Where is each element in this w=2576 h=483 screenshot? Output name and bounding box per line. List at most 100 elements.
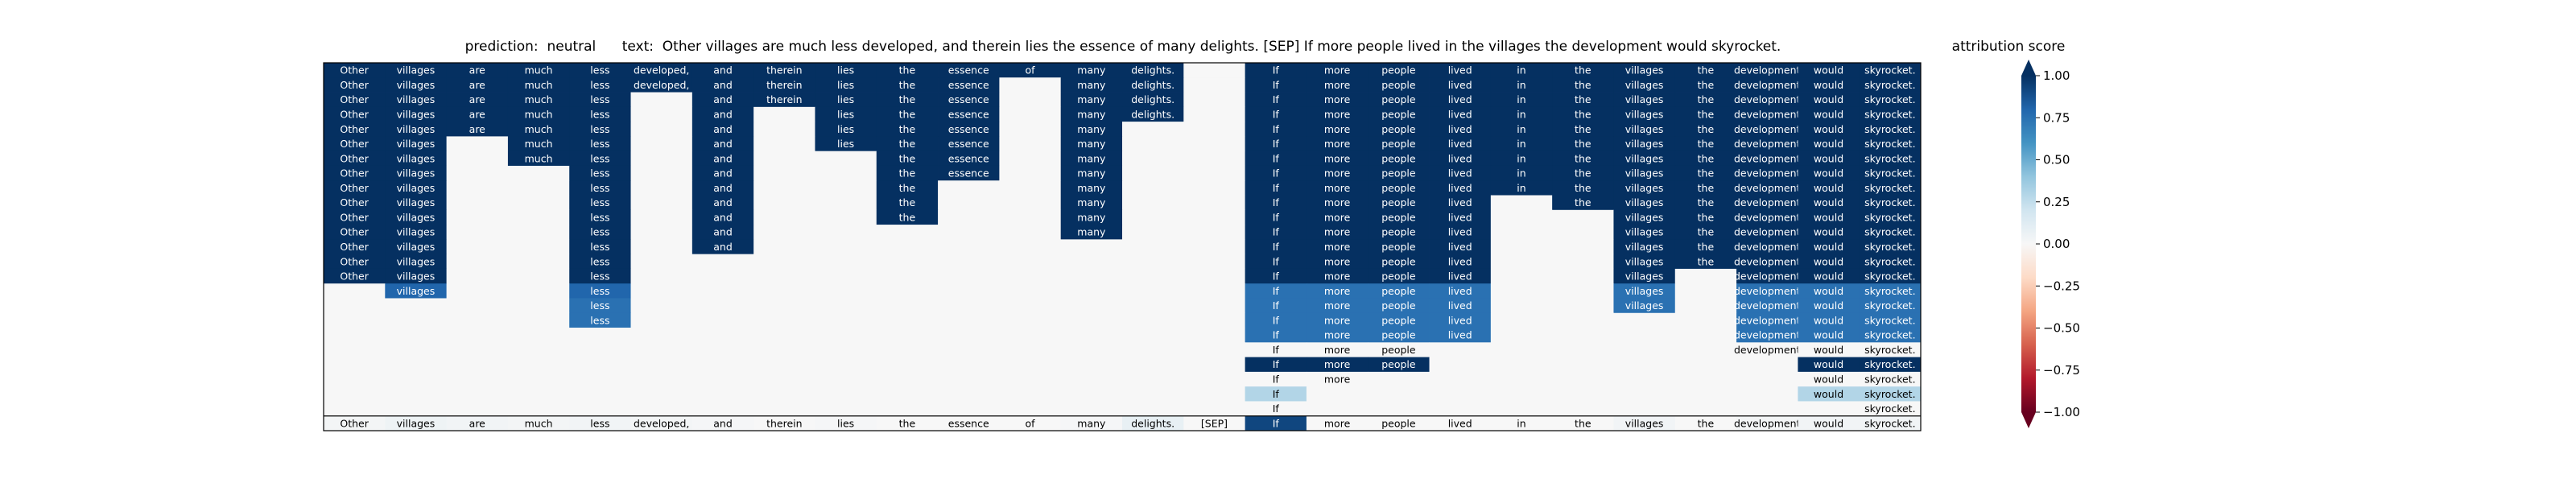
heatmap-cell: [691, 77, 754, 93]
heatmap-cell: [1552, 63, 1614, 78]
heatmap-empty-cell: [938, 298, 1000, 314]
heatmap-cell: [1859, 77, 1922, 93]
token-label: the: [1698, 241, 1715, 253]
heatmap-cell: [1490, 122, 1553, 137]
colorbar-tick-label: 0.50: [2043, 153, 2070, 167]
heatmap-empty-cell: [753, 283, 815, 299]
token-label: more: [1324, 358, 1351, 370]
heatmap-cell: [1859, 254, 1922, 270]
token-label: If: [1273, 211, 1280, 223]
heatmap-empty-cell: [999, 195, 1062, 211]
heatmap-cell: [691, 239, 754, 255]
heatmap-cell: [630, 77, 693, 93]
heatmap-empty-cell: [999, 92, 1062, 108]
heatmap-cell: [324, 63, 386, 78]
attribution-cell: [1245, 415, 1307, 431]
heatmap-cell: [1490, 77, 1553, 93]
token-label: development: [1734, 138, 1801, 150]
heatmap-empty-cell: [630, 92, 693, 108]
token-label: and: [713, 196, 733, 208]
token-label: many: [1077, 93, 1106, 105]
heatmap-cell: [815, 92, 877, 108]
heatmap-cell: [1736, 63, 1798, 78]
heatmap-empty-cell: [938, 371, 1000, 387]
heatmap-cell: [691, 106, 754, 122]
heatmap-empty-cell: [1552, 401, 1614, 417]
heatmap-cell: [815, 77, 877, 93]
attribution-cell: [1368, 415, 1430, 431]
token-label: and: [713, 108, 733, 120]
heatmap-cell: [1368, 283, 1430, 299]
heatmap-empty-cell: [999, 357, 1062, 373]
heatmap-empty-cell: [569, 371, 631, 387]
heatmap-empty-cell: [876, 312, 939, 328]
heatmap-cell: [1368, 195, 1430, 211]
heatmap-cell: [1306, 77, 1368, 93]
token-label: much: [525, 64, 553, 76]
heatmap-cell: [1429, 136, 1492, 152]
heatmap-empty-cell: [999, 312, 1062, 328]
token-label: villages: [397, 138, 436, 150]
heatmap-empty-cell: [1490, 225, 1553, 240]
heatmap-empty-cell: [446, 268, 509, 284]
heatmap-empty-cell: [630, 283, 693, 299]
heatmap-cell: [1859, 386, 1922, 402]
heatmap-cell: [815, 136, 877, 152]
heatmap-empty-cell: [1490, 283, 1553, 299]
heatmap-cell: [1859, 239, 1922, 255]
heatmap-cell: [1736, 312, 1798, 328]
heatmap-empty-cell: [324, 386, 386, 402]
heatmap-cell: [1736, 268, 1798, 284]
heatmap-empty-cell: [1183, 239, 1246, 255]
token-label: skyrocket.: [1864, 388, 1915, 400]
heatmap-cell: [1245, 268, 1307, 284]
heatmap-empty-cell: [691, 328, 754, 343]
heatmap-empty-cell: [1122, 151, 1184, 167]
heatmap-empty-cell: [999, 106, 1062, 122]
heatmap-cell: [324, 92, 386, 108]
heatmap-cell: [385, 225, 448, 240]
heatmap-empty-cell: [1552, 298, 1614, 314]
token-label: development: [1734, 344, 1801, 356]
heatmap-empty-cell: [876, 328, 939, 343]
token-label: Other: [340, 196, 369, 208]
token-label: skyrocket.: [1864, 270, 1915, 283]
token-label: development: [1734, 167, 1801, 180]
heatmap-cell: [1613, 165, 1676, 181]
heatmap-cell: [1429, 209, 1492, 225]
heatmap-empty-cell: [507, 386, 570, 402]
heatmap-empty-cell: [1490, 268, 1553, 284]
heatmap-empty-cell: [1183, 357, 1246, 373]
token-label: people: [1381, 417, 1416, 429]
token-label: therein: [766, 417, 802, 429]
token-label: lived: [1448, 123, 1472, 135]
token-label: lived: [1448, 196, 1472, 208]
token-label: villages: [1625, 108, 1664, 120]
heatmap-cell: [324, 122, 386, 137]
token-label: skyrocket.: [1864, 374, 1915, 386]
heatmap-empty-cell: [938, 268, 1000, 284]
attribution-cell: [1674, 415, 1737, 431]
token-label: If: [1273, 64, 1280, 76]
heatmap-empty-cell: [1613, 328, 1676, 343]
heatmap-empty-cell: [999, 401, 1062, 417]
heatmap-cell: [569, 239, 631, 255]
token-label: in: [1517, 138, 1525, 150]
heatmap-cell: [507, 92, 570, 108]
heatmap-empty-cell: [753, 195, 815, 211]
token-label: more: [1324, 285, 1351, 297]
heatmap-cell: [938, 165, 1000, 181]
heatmap-cell: [385, 283, 448, 299]
heatmap-cell: [385, 268, 448, 284]
heatmap-cell: [1368, 209, 1430, 225]
heatmap-empty-cell: [446, 283, 509, 299]
heatmap-empty-cell: [569, 342, 631, 357]
heatmap-cell: [1490, 63, 1553, 78]
heatmap-cell: [1060, 165, 1123, 181]
token-label: people: [1381, 152, 1416, 164]
heatmap-cell: [1859, 209, 1922, 225]
heatmap-empty-cell: [1183, 106, 1246, 122]
heatmap-cell: [1552, 151, 1614, 167]
heatmap-cell: [1245, 195, 1307, 211]
token-label: the: [899, 79, 916, 91]
